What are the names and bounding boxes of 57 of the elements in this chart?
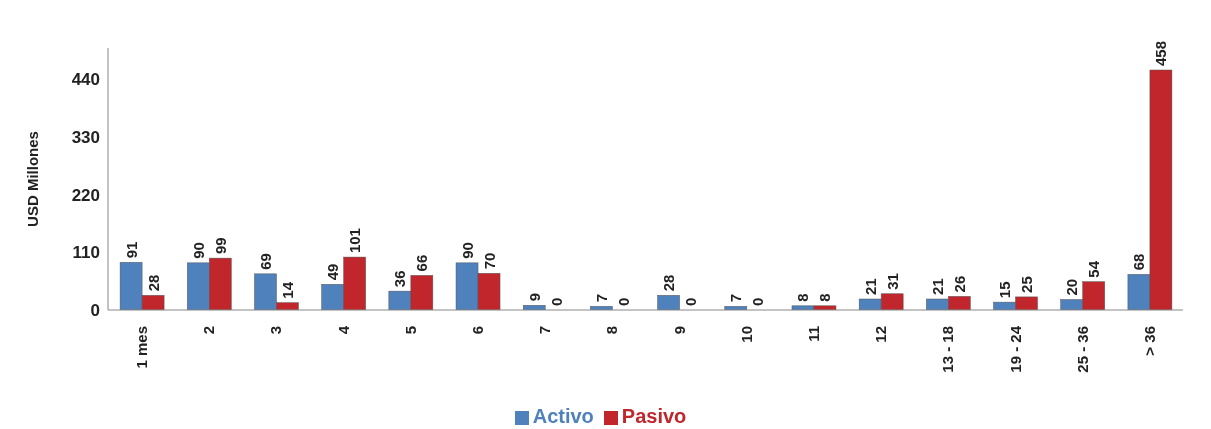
x-tick-label: 5 bbox=[401, 326, 419, 335]
x-tick-label: 4 bbox=[334, 325, 352, 335]
data-label: 69 bbox=[256, 253, 274, 270]
y-tick-label: 0 bbox=[90, 301, 100, 321]
data-label: 0 bbox=[749, 297, 767, 306]
data-label: 90 bbox=[189, 242, 207, 259]
data-label: 8 bbox=[816, 293, 834, 302]
data-label: 101 bbox=[346, 228, 364, 254]
data-label: 49 bbox=[324, 263, 342, 281]
data-label: 0 bbox=[614, 297, 632, 306]
data-label: 0 bbox=[547, 297, 565, 306]
bar bbox=[657, 295, 680, 310]
data-label: 70 bbox=[480, 252, 498, 270]
x-tick-label: 9 bbox=[670, 326, 688, 335]
legend-label: Activo bbox=[532, 405, 594, 427]
y-tick-label: 330 bbox=[71, 128, 100, 148]
data-label: 21 bbox=[928, 278, 946, 295]
x-tick-label: 25 - 36 bbox=[1073, 326, 1091, 373]
data-label: 91 bbox=[122, 241, 140, 259]
data-label: 66 bbox=[413, 254, 431, 272]
data-label: 54 bbox=[1085, 260, 1103, 278]
y-tick-label: 110 bbox=[72, 243, 100, 263]
data-label: 9 bbox=[525, 292, 543, 302]
data-label: 36 bbox=[391, 270, 409, 288]
y-tick-label: 440 bbox=[71, 70, 100, 90]
data-label: 21 bbox=[861, 278, 879, 295]
x-tick-label: 13 - 18 bbox=[939, 326, 957, 373]
data-label: 90 bbox=[458, 242, 476, 259]
data-label: 458 bbox=[1152, 40, 1170, 67]
y-tick-label: 220 bbox=[71, 185, 100, 205]
data-label: 31 bbox=[883, 273, 901, 290]
x-tick-label: 11 bbox=[804, 326, 822, 342]
data-label: 25 bbox=[1018, 276, 1036, 293]
data-label: 26 bbox=[950, 275, 968, 293]
x-tick-label: 8 bbox=[603, 326, 621, 335]
data-label: 14 bbox=[278, 281, 296, 299]
data-label: 68 bbox=[1130, 253, 1148, 271]
x-tick-label: 1 mes bbox=[133, 326, 151, 369]
data-label: 15 bbox=[996, 281, 1014, 299]
x-tick-label: > 36 bbox=[1140, 326, 1158, 356]
x-tick-label: 2 bbox=[200, 326, 218, 335]
x-tick-label: 19 - 24 bbox=[1006, 325, 1024, 373]
data-label: 7 bbox=[592, 293, 610, 303]
data-label: 0 bbox=[682, 297, 700, 306]
data-label: 7 bbox=[727, 293, 745, 303]
data-label: 28 bbox=[144, 274, 162, 292]
data-label: 8 bbox=[794, 293, 812, 302]
data-label: 20 bbox=[1063, 278, 1081, 296]
x-tick-label: 7 bbox=[536, 326, 554, 335]
y-axis-title: USD Millones bbox=[24, 131, 42, 227]
data-label: 28 bbox=[660, 274, 678, 292]
legend-label: Pasivo bbox=[621, 405, 687, 427]
x-tick-label: 3 bbox=[267, 326, 285, 335]
x-tick-label: 10 bbox=[737, 326, 755, 343]
x-tick-label: 6 bbox=[469, 326, 487, 335]
x-tick-label: 12 bbox=[872, 326, 890, 343]
data-label: 99 bbox=[211, 237, 229, 255]
